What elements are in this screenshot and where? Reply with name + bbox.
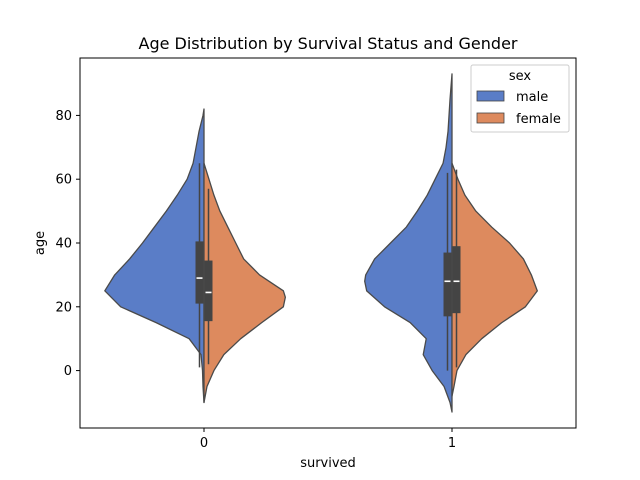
x-tick-label: 1 — [448, 436, 456, 451]
y-tick-label: 0 — [64, 364, 72, 379]
y-axis: 0 20 40 60 80 — [55, 109, 80, 379]
iqr-box-female-1 — [452, 246, 461, 314]
iqr-box-male-0 — [195, 241, 204, 304]
legend-label-male: male — [516, 90, 548, 105]
chart-title: Age Distribution by Survival Status and … — [139, 34, 518, 53]
y-tick-label: 60 — [55, 173, 72, 188]
plot-area — [104, 73, 538, 413]
iqr-box-female-0 — [204, 260, 213, 322]
y-tick-label: 40 — [55, 237, 72, 252]
violin-male-1 — [364, 73, 453, 413]
legend-title: sex — [509, 69, 532, 84]
y-tick-label: 20 — [55, 300, 72, 315]
y-tick-label: 80 — [55, 109, 72, 124]
legend-swatch-female — [476, 112, 505, 124]
x-axis-label: survived — [300, 456, 356, 471]
legend-label-female: female — [516, 112, 561, 127]
legend: sex male female — [470, 64, 570, 133]
legend-swatch-male — [476, 90, 505, 102]
iqr-box-male-1 — [443, 252, 452, 317]
y-axis-label: age — [33, 231, 48, 255]
violin-female-0 — [203, 162, 286, 404]
violin-male-0 — [104, 108, 205, 404]
violin-female-1 — [451, 162, 538, 397]
x-tick-label: 0 — [200, 436, 208, 451]
